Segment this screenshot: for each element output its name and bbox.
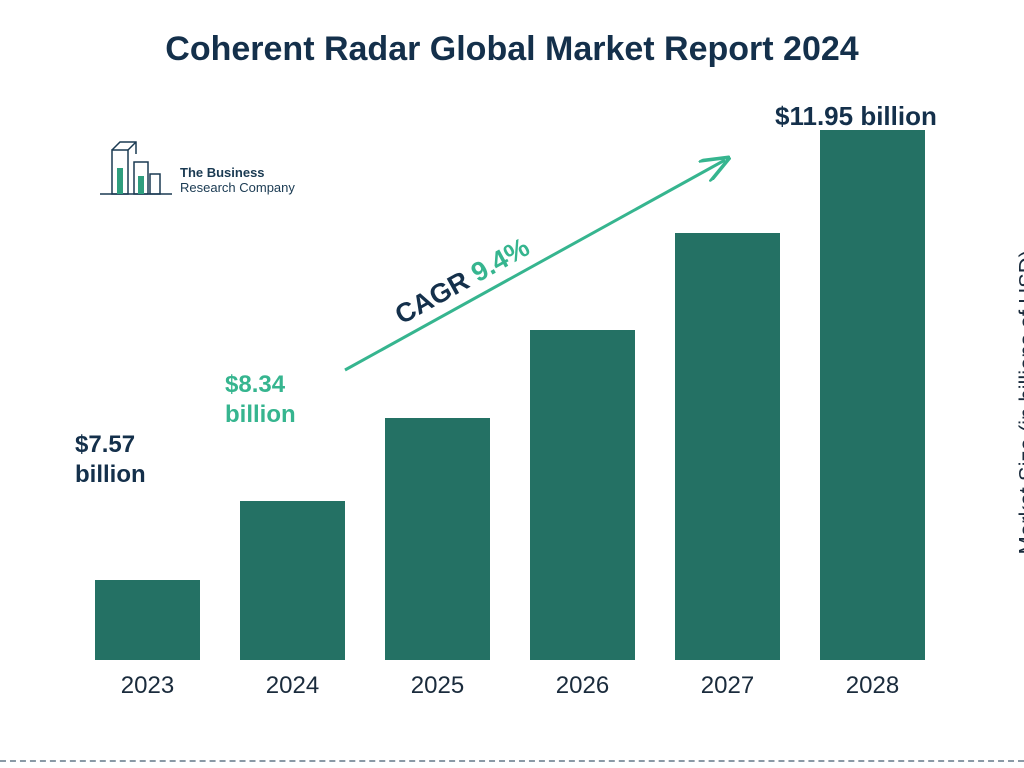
bar bbox=[675, 233, 780, 660]
x-tick-label: 2024 bbox=[220, 672, 365, 700]
bar-group bbox=[220, 501, 365, 660]
chart-title: Coherent Radar Global Market Report 2024 bbox=[0, 30, 1024, 69]
x-tick-label: 2023 bbox=[75, 672, 220, 700]
bar-container bbox=[75, 130, 945, 660]
chart-area: 202320242025202620272028 bbox=[75, 120, 945, 700]
y-axis-label: Market Size (in billions of USD) bbox=[1014, 250, 1024, 554]
page-root: Coherent Radar Global Market Report 2024… bbox=[0, 0, 1024, 768]
bar bbox=[240, 501, 345, 660]
bar-group bbox=[800, 130, 945, 660]
bar bbox=[385, 418, 490, 660]
bar bbox=[820, 130, 925, 660]
footer-dashed-line bbox=[0, 760, 1024, 762]
x-axis-labels: 202320242025202620272028 bbox=[75, 672, 945, 700]
x-tick-label: 2028 bbox=[800, 672, 945, 700]
x-tick-label: 2025 bbox=[365, 672, 510, 700]
bar-group bbox=[75, 580, 220, 660]
bar bbox=[95, 580, 200, 660]
bar-group bbox=[655, 233, 800, 660]
bar-group bbox=[365, 418, 510, 660]
x-tick-label: 2027 bbox=[655, 672, 800, 700]
value-label-2028: $11.95 billion bbox=[775, 100, 975, 133]
value-label-2024: $8.34 billion bbox=[225, 370, 340, 430]
bar-group bbox=[510, 330, 655, 660]
bar bbox=[530, 330, 635, 660]
value-label-2023: $7.57 billion bbox=[75, 430, 190, 490]
x-tick-label: 2026 bbox=[510, 672, 655, 700]
